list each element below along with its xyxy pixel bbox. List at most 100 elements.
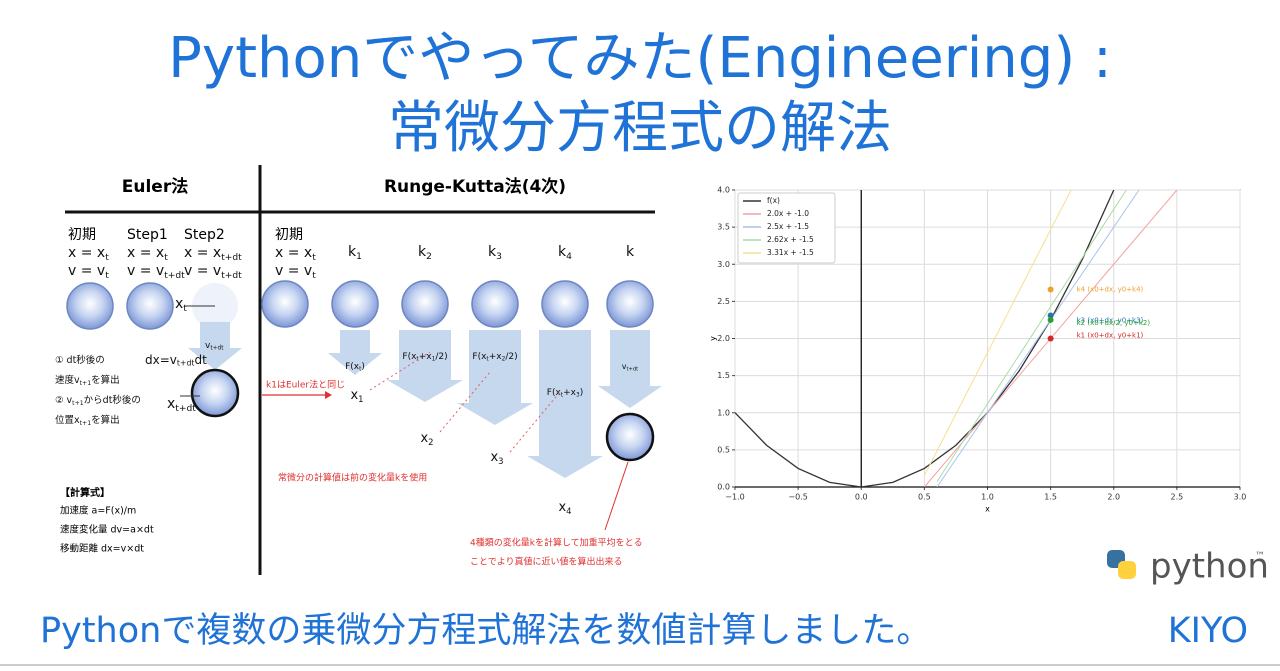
- subscript: 4: [566, 505, 571, 515]
- subscript: t+dt: [221, 271, 242, 281]
- label: dx=vt+dtdt: [145, 353, 207, 368]
- text-part: を算出: [91, 414, 120, 426]
- block-arrow: [387, 330, 463, 402]
- dotted-link: [509, 391, 561, 453]
- text-part: F(x: [402, 352, 417, 362]
- subscript: t: [561, 392, 564, 398]
- text-part: x: [167, 396, 175, 412]
- legend-label: 2.5x + -1.5: [767, 222, 809, 231]
- mass-ball: [331, 280, 379, 328]
- label: v = vt: [68, 263, 109, 281]
- text-part: +x: [563, 388, 577, 398]
- marker: [1047, 335, 1054, 342]
- mass-ball: [541, 280, 589, 328]
- mass-ball: [190, 368, 240, 418]
- subscript: t+dt: [210, 345, 224, 351]
- subscript: t+1: [80, 420, 92, 427]
- subscript: 1: [432, 356, 436, 362]
- node: [407, 418, 447, 458]
- subscript: 4: [566, 252, 572, 262]
- subscript: 3: [576, 392, 580, 398]
- text-part: x: [420, 431, 428, 446]
- text-part: /2): [505, 352, 517, 362]
- block-arrow: [188, 322, 242, 370]
- label: x = xt+dt: [184, 245, 242, 263]
- section-title: Runge-Kutta法(4次): [384, 176, 566, 197]
- subscript: 2: [428, 436, 433, 446]
- subscript: t: [105, 253, 109, 263]
- legend-label: f(x): [767, 196, 780, 205]
- block-arrow: [598, 330, 662, 408]
- label: v = vt: [275, 263, 316, 281]
- arrow-label: F(xt+x3): [547, 388, 583, 399]
- label: x = xt: [68, 245, 109, 263]
- text-part: k: [418, 244, 427, 260]
- node: [545, 487, 585, 527]
- text-part: v = v: [275, 263, 312, 279]
- column-label: 初期: [275, 226, 303, 243]
- note: 常微分の計算値は前の変化量kを使用: [278, 472, 427, 484]
- subscript: 1: [356, 252, 362, 262]
- subscript: 2: [426, 252, 432, 262]
- y-tick-label: 1.0: [717, 408, 730, 417]
- text-part: k: [558, 244, 567, 260]
- subscript: t+dt: [164, 271, 185, 281]
- marker: [1047, 316, 1054, 323]
- x-tick-label: 2.0: [1107, 493, 1120, 502]
- legend-label: 2.62x + -1.5: [767, 235, 814, 244]
- block-arrow: [328, 330, 382, 375]
- mass-ball: [605, 412, 655, 462]
- text-part: x = x: [127, 245, 164, 261]
- y-tick-label: 2.0: [717, 334, 730, 343]
- formula: 移動距離 dx=v×dt: [60, 543, 144, 555]
- column-label: k3: [488, 244, 502, 262]
- subscript: t: [312, 253, 316, 263]
- column-label: Step2: [184, 227, 225, 243]
- subscript: t: [486, 356, 489, 362]
- text-part: ): [361, 362, 365, 372]
- text-part: からdt秒後の: [84, 394, 141, 406]
- arrow-label: F(xt): [345, 362, 365, 373]
- x-tick-label: 3.0: [1234, 493, 1247, 502]
- section-title: Euler法: [122, 176, 188, 197]
- text-part: x: [558, 500, 566, 515]
- subscript: 1: [358, 393, 363, 403]
- dotted-link: [439, 371, 491, 433]
- block-arrow: [527, 330, 603, 478]
- note: 4種類の変化量kを計算して加重平均をとる: [470, 537, 643, 549]
- subscript: t+dt: [177, 359, 195, 368]
- label: ① dt秒後の: [55, 354, 105, 366]
- legend: f(x) 2.0x + -1.0 2.5x + -1.5 2.62x + -1.5 3.…: [737, 192, 836, 264]
- text-part: dt: [194, 353, 207, 367]
- text-part: dx=v: [145, 353, 177, 367]
- subscript: t: [105, 271, 109, 281]
- text-part: v: [622, 362, 627, 371]
- label: x = xt: [127, 245, 168, 263]
- x-tick-label: 1.0: [981, 493, 994, 502]
- text-part: ② v: [55, 395, 73, 406]
- text-part: k: [348, 244, 357, 260]
- text-part: F(x: [345, 362, 360, 372]
- y-tick-label: 0.5: [717, 445, 730, 454]
- title-line: Pythonでやってみた(Engineering) :: [168, 26, 1112, 91]
- legend-label: 2.0x + -1.0: [767, 209, 809, 218]
- x-tick-label: 2.5: [1171, 493, 1184, 502]
- text-part: ): [580, 388, 584, 398]
- text-part: x: [350, 388, 358, 403]
- subscript: t+1: [72, 400, 84, 407]
- label: v = vt+dt: [184, 263, 242, 281]
- series-line: [936, 190, 1140, 487]
- marker-label: k3 (x0+dx, y0+k3): [1077, 316, 1144, 324]
- text-part: v = v: [68, 263, 105, 279]
- subscript: t+1: [80, 380, 92, 387]
- dotted-link: [369, 351, 431, 391]
- footer-text: Pythonで複数の乗微分方程式解法を数値計算しました。: [40, 611, 931, 651]
- marker: [1047, 286, 1054, 293]
- y-tick-label: 3.5: [717, 223, 730, 232]
- text-part: x: [490, 450, 498, 465]
- text-part: +x: [489, 352, 503, 362]
- red-pointer: [604, 461, 629, 531]
- y-tick-label: 2.5: [717, 297, 730, 306]
- x-tick-label: 0.0: [855, 493, 868, 502]
